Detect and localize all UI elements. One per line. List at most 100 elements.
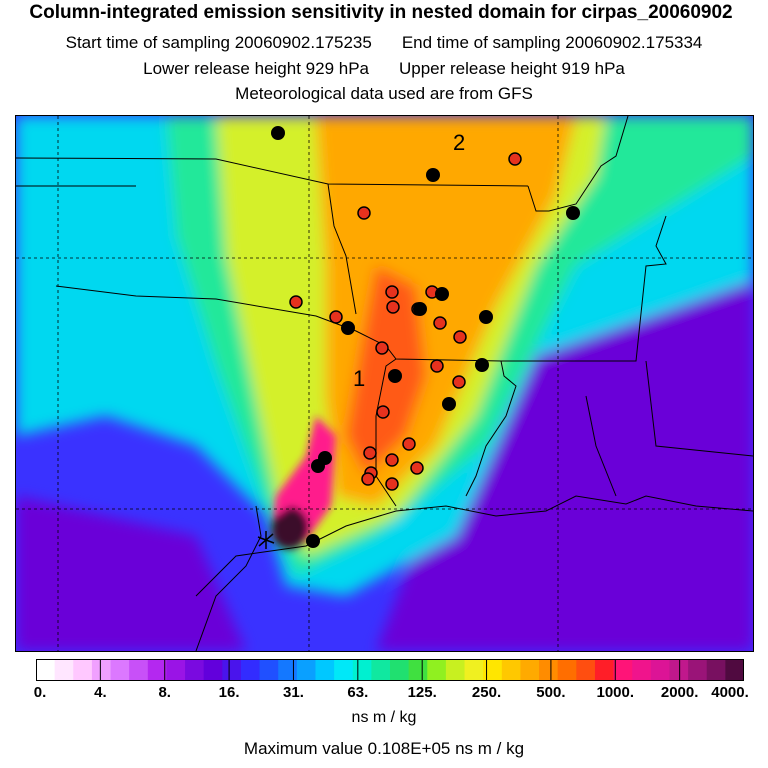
colorbar-segment — [203, 659, 223, 681]
colorbar-segment — [706, 659, 726, 681]
colorbar-tick-label: 63. — [347, 684, 369, 701]
colorbar-segment — [557, 659, 577, 681]
colorbar-segment — [240, 659, 261, 681]
sampling-times: Start time of sampling 20060902.175235 En… — [0, 33, 768, 53]
release-point-marker — [257, 531, 275, 549]
colorbar-tick-label: 0. — [33, 684, 47, 701]
receptor-marker-black — [566, 206, 580, 220]
receptor-marker-black — [475, 358, 489, 372]
colorbar-segment — [110, 659, 130, 681]
receptor-marker-black — [341, 321, 355, 335]
colorbar-segment — [613, 659, 633, 681]
colorbar-tick-label: 4000. — [711, 684, 749, 701]
colorbar-tick-label: 1000. — [596, 684, 635, 701]
colorbar-segment — [129, 659, 149, 681]
colorbar-segment — [91, 659, 112, 681]
release-heights: Lower release height 929 hPa Upper releas… — [0, 59, 768, 79]
receptor-marker-red — [357, 206, 371, 220]
colorbar-segment — [445, 659, 466, 681]
colorbar-segment — [576, 659, 596, 681]
colorbar-segment — [371, 659, 391, 681]
colorbar-segment — [166, 659, 186, 681]
receptor-marker-red — [430, 359, 444, 373]
receptor-marker-black — [306, 534, 320, 548]
colorbar-segment — [594, 659, 615, 681]
colorbar-segment — [390, 659, 410, 681]
receptor-marker-red — [452, 375, 466, 389]
field-red-orange — [346, 266, 426, 476]
met-data-label: Meteorological data used are from GFS — [235, 84, 533, 103]
colorbar-segment — [464, 659, 484, 681]
end-time-label: End time of sampling 20060902.175334 — [401, 33, 703, 52]
colorbar-tick-label: 2000. — [660, 684, 699, 701]
field-lowest-sw — [16, 496, 246, 651]
colorbar-tick-label: 31. — [283, 684, 304, 701]
colorbar-tick-label: 4. — [94, 684, 107, 701]
colorbar-segment — [688, 659, 708, 681]
receptor-marker-red — [410, 461, 424, 475]
colorbar-tick-label: 8. — [158, 684, 171, 701]
colorbar-segment — [147, 659, 168, 681]
receptor-marker-red — [402, 437, 416, 451]
receptor-markers — [271, 126, 580, 548]
colorbar-segment — [185, 659, 205, 681]
receptor-marker-black — [311, 459, 325, 473]
receptor-marker-black — [271, 126, 285, 140]
plot-title: Column-integrated emission sensitivity i… — [29, 2, 733, 23]
upper-release-label: Upper release height 919 hPa — [399, 59, 625, 78]
colorbar-segment — [36, 659, 56, 681]
receptor-marker-black — [413, 302, 427, 316]
colorbar-segment — [632, 659, 652, 681]
sensitivity-map: 1 2 — [15, 115, 754, 652]
colorbar-units: ns m / kg — [351, 709, 417, 726]
colorbar-tick-label: 250. — [471, 684, 502, 701]
colorbar-tick-label: 500. — [536, 684, 566, 701]
receptor-marker-red — [385, 477, 399, 491]
graticule — [16, 116, 753, 651]
colorbar-segment — [539, 659, 559, 681]
colorbar-segment — [427, 659, 447, 681]
colorbar-segment — [483, 659, 503, 681]
receptor-marker-black — [435, 287, 449, 301]
start-time-label: Start time of sampling 20060902.175235 — [65, 33, 372, 52]
receptor-marker-red — [453, 330, 467, 344]
receptor-marker-black — [442, 397, 456, 411]
colorbar-tick-label: 16. — [218, 684, 240, 701]
cluster-label-2: 2 — [453, 130, 465, 155]
receptor-marker-red — [508, 152, 522, 166]
receptor-marker-red — [361, 472, 375, 486]
colorbar-segment — [501, 659, 522, 681]
colorbar-segment — [296, 659, 317, 681]
receptor-marker-red — [386, 300, 400, 314]
colorbar-segment — [520, 659, 540, 681]
colorbar-segment — [334, 659, 354, 681]
colorbar-segment — [669, 659, 689, 681]
colorbar-segment — [259, 659, 279, 681]
political-borders — [16, 116, 753, 651]
colorbar-frame — [36, 659, 744, 681]
colorbar — [36, 659, 744, 681]
colorbar-segment — [725, 659, 744, 681]
receptor-marker-red — [329, 310, 343, 324]
colorbar-segment — [73, 659, 93, 681]
receptor-marker-red — [376, 405, 390, 419]
colorbar-tick-label: 125. — [407, 684, 437, 701]
colorbar-segment — [315, 659, 335, 681]
receptor-marker-red — [289, 295, 303, 309]
maximum-value-label: Maximum value 0.108E+05 ns m / kg — [243, 739, 525, 758]
receptor-marker-red — [375, 341, 389, 355]
receptor-marker-red — [385, 285, 399, 299]
receptor-marker-black — [426, 168, 440, 182]
colorbar-segment — [54, 659, 74, 681]
field-peak — [271, 506, 309, 550]
colorbar-segment — [352, 659, 372, 681]
receptor-marker-black — [479, 310, 493, 324]
receptor-marker-red — [385, 453, 399, 467]
receptor-marker-black — [388, 369, 402, 383]
colorbar-segment — [408, 659, 428, 681]
colorbar-segment — [222, 659, 242, 681]
lower-release-label: Lower release height 929 hPa — [143, 59, 369, 78]
cluster-label-1: 1 — [353, 366, 365, 391]
colorbar-segment — [278, 659, 298, 681]
receptor-marker-red — [363, 446, 377, 460]
